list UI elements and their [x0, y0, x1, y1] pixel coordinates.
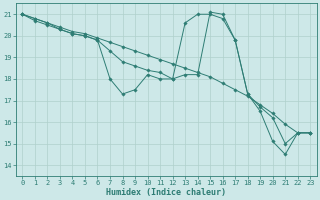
X-axis label: Humidex (Indice chaleur): Humidex (Indice chaleur) — [106, 188, 226, 197]
